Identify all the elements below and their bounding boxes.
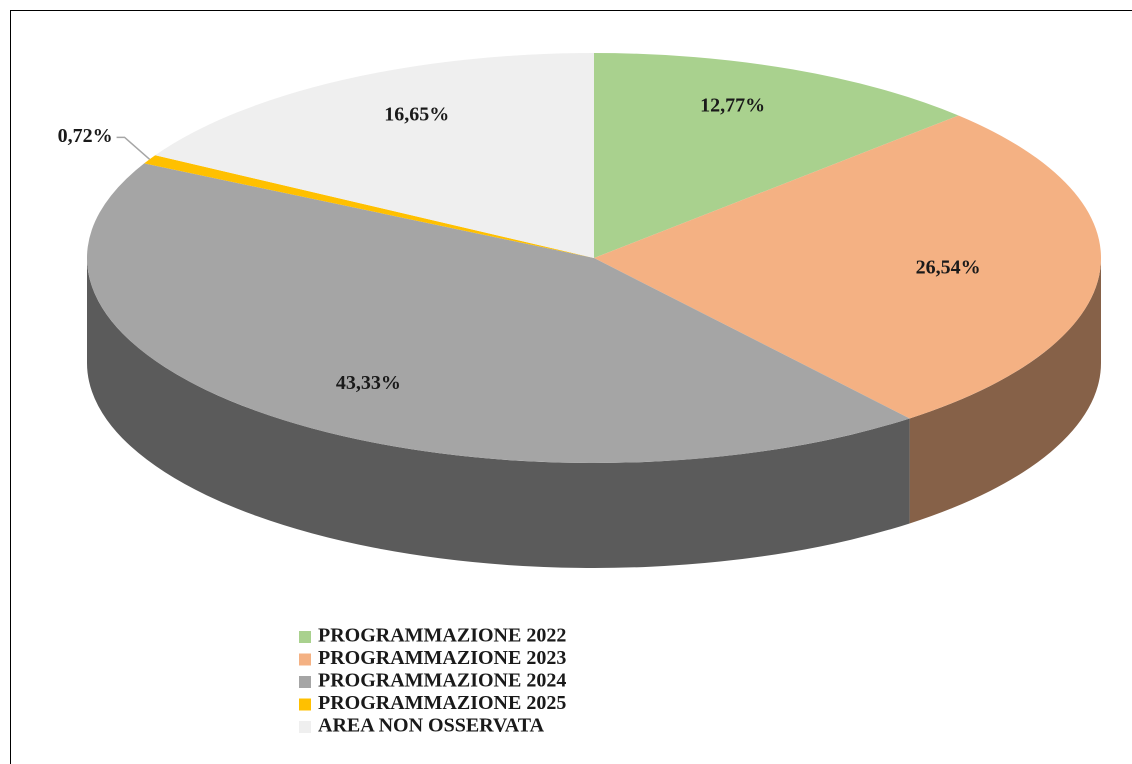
- legend-swatch: [299, 698, 311, 711]
- legend-swatch: [299, 653, 311, 666]
- pie-side: [87, 258, 910, 569]
- pie-slice: [594, 115, 1101, 419]
- pie-slice: [86, 163, 910, 464]
- data-label: 0,72%: [58, 125, 113, 147]
- legend-swatch: [299, 631, 311, 643]
- data-label: 26,54%: [916, 256, 981, 278]
- legend-swatch: [299, 721, 311, 733]
- frame: [10, 10, 1132, 764]
- pie-slice: [155, 53, 594, 258]
- data-label: 12,77%: [700, 95, 765, 117]
- leader-line: [116, 136, 151, 160]
- pie-side: [909, 258, 1101, 524]
- legend-label: PROGRAMMAZIONE 2024: [318, 670, 566, 692]
- legend-label: PROGRAMMAZIONE 2022: [318, 625, 566, 647]
- data-label: 16,65%: [384, 104, 449, 126]
- legend-label: AREA NON OSSERVATA: [318, 715, 545, 737]
- legend-label: PROGRAMMAZIONE 2025: [318, 692, 566, 714]
- pie-slice: [594, 53, 959, 258]
- legend-swatch: [299, 676, 311, 688]
- pie-slice: [144, 155, 594, 258]
- data-label: 43,33%: [336, 372, 401, 394]
- legend-label: PROGRAMMAZIONE 2023: [318, 647, 566, 669]
